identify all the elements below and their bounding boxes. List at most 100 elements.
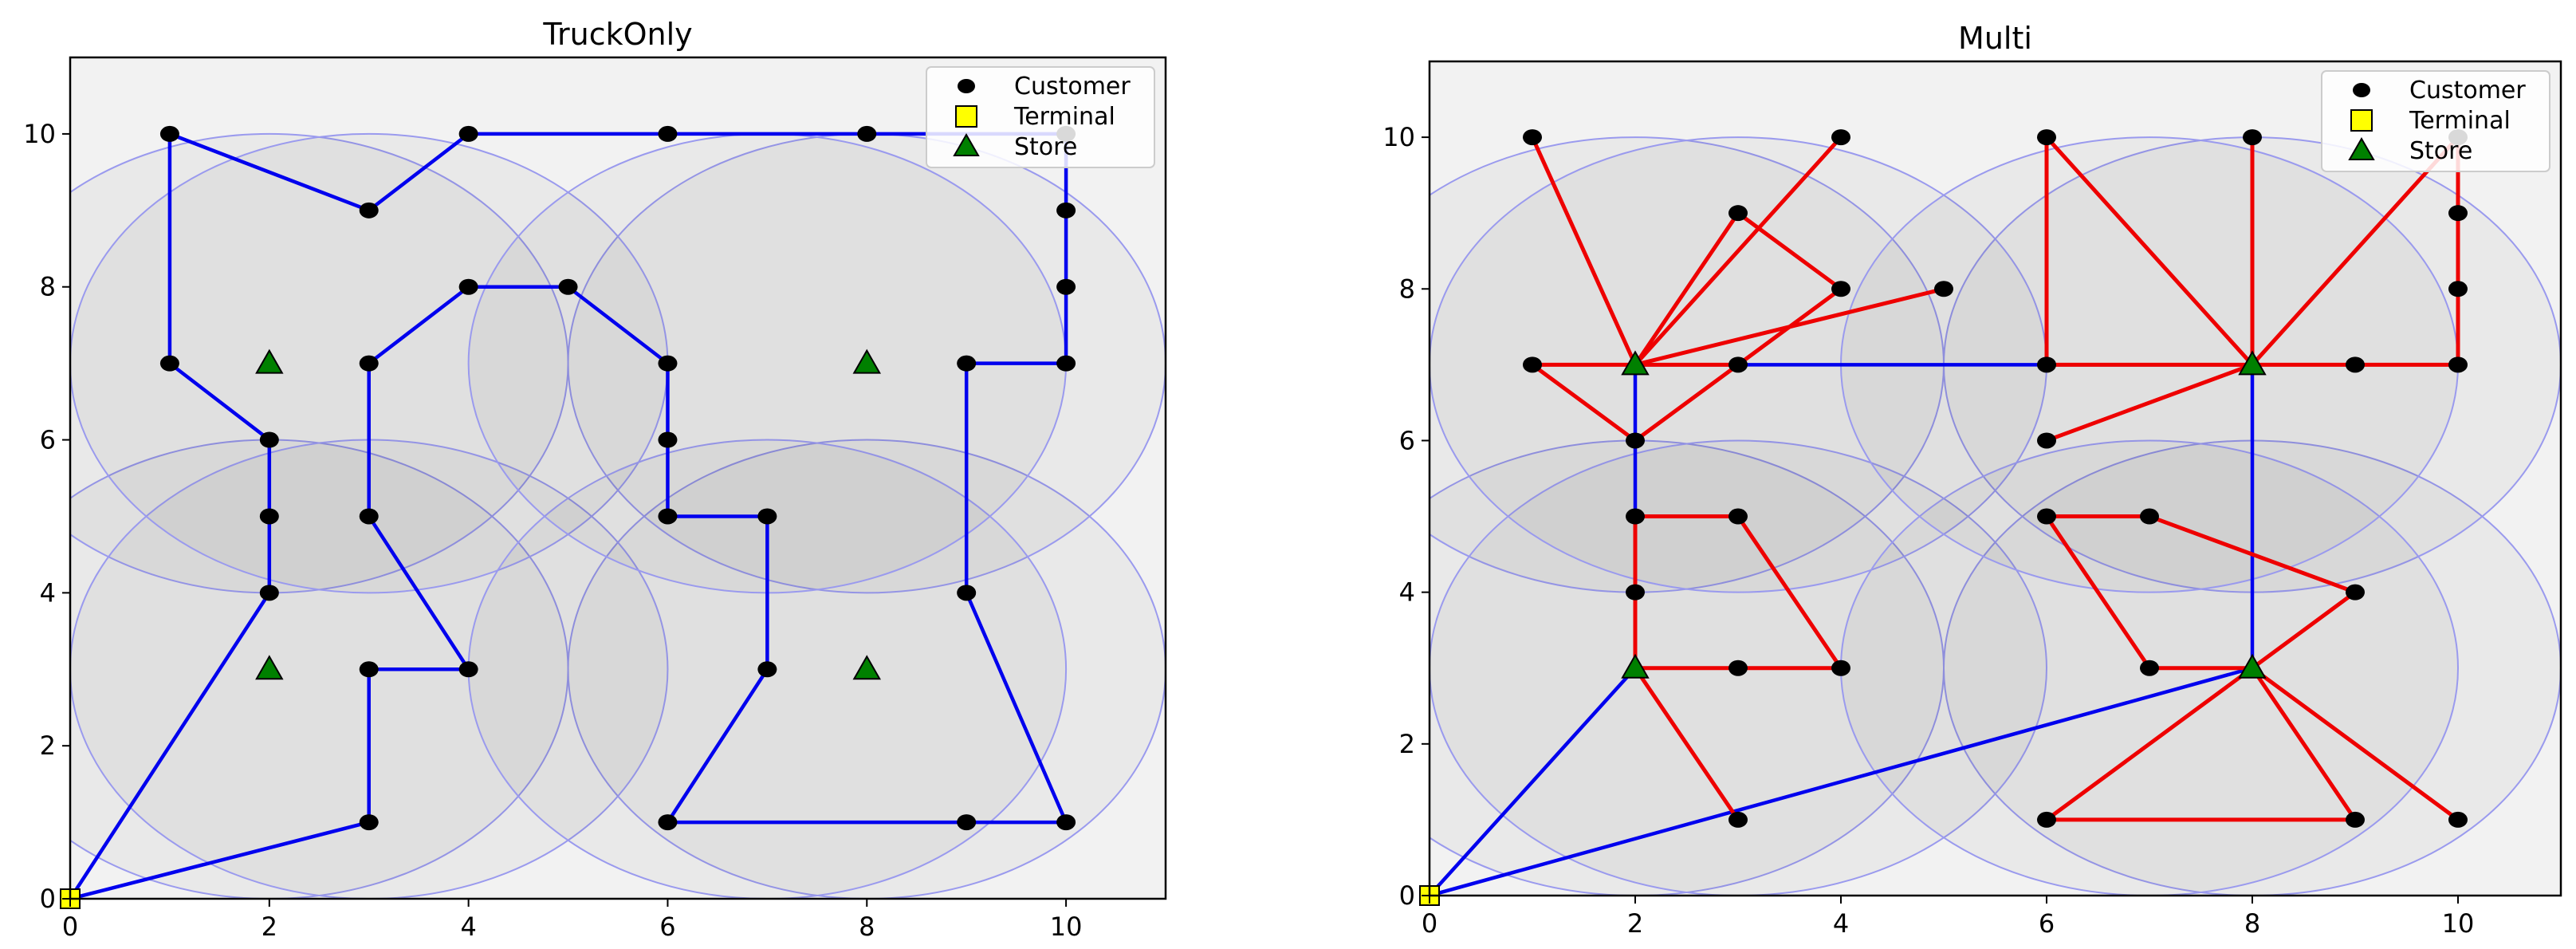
x-tick-label: 4	[1833, 908, 1849, 939]
customer-point	[1728, 356, 1748, 373]
legend-label: Customer	[1014, 73, 1131, 100]
customer-point	[1728, 508, 1748, 525]
axes-background	[70, 57, 1166, 899]
customer-point	[359, 661, 379, 678]
customer-point	[658, 355, 678, 372]
y-tick-label: 2	[40, 730, 56, 761]
y-tick-label: 8	[40, 272, 56, 302]
y-tick-label: 10	[1382, 122, 1415, 152]
customer-point	[2448, 811, 2468, 828]
customer-point	[2243, 129, 2262, 146]
drone-route	[1633, 286, 1946, 367]
customer-point	[1728, 811, 1748, 828]
customer-point	[259, 431, 279, 448]
x-tick-label: 2	[262, 912, 277, 942]
y-tick-label: 6	[1399, 425, 1415, 455]
customer-point	[359, 355, 379, 372]
drone-route	[2250, 666, 2358, 822]
customer-point	[458, 661, 478, 678]
x-tick-label: 0	[62, 912, 78, 942]
store-point	[852, 655, 881, 680]
drone-route	[2044, 514, 2152, 671]
customer-point	[2140, 660, 2159, 676]
drone-route	[2044, 135, 2255, 367]
store-point	[2238, 653, 2267, 679]
customer-point	[1626, 584, 1645, 601]
drone-route	[2147, 514, 2358, 595]
customer-point	[1728, 660, 1748, 676]
customer-point	[2448, 356, 2468, 373]
drone-route	[1633, 666, 1740, 822]
y-tick-label: 4	[40, 577, 56, 608]
customer-legend-marker	[2353, 83, 2370, 97]
y-tick-label: 6	[40, 425, 56, 455]
customer-point	[658, 508, 678, 525]
customer-point	[2037, 432, 2056, 449]
customer-point	[1626, 508, 1645, 525]
legend-label: Terminal	[1013, 103, 1115, 131]
chart-title: Multi	[1958, 21, 2032, 56]
customer-point	[1056, 355, 1076, 372]
customer-point	[957, 814, 977, 831]
legend-label: Store	[2409, 137, 2472, 165]
store-point	[255, 348, 284, 374]
terminal-legend-marker	[955, 105, 977, 128]
customer-point	[1831, 129, 1850, 146]
customer-point	[2037, 811, 2056, 828]
axes-frame	[69, 56, 1167, 900]
y-tick-label: 4	[1399, 577, 1415, 608]
customer-point	[1523, 129, 1542, 146]
x-tick-label: 2	[1627, 908, 1643, 939]
multi-panel: Multi 0 2 4 6 8 10 0 2 4 6 8 10 Customer TerminalStor…	[1382, 21, 2562, 939]
customer-point	[2346, 584, 2365, 601]
coverage-circle	[1430, 439, 2047, 896]
store-legend-marker	[953, 132, 980, 156]
customer-point	[757, 661, 777, 678]
drone-route	[1633, 135, 1843, 367]
customer-point	[2448, 205, 2468, 222]
customer-point	[2037, 508, 2056, 525]
customer-point	[259, 508, 279, 525]
x-tick-label: 10	[1050, 912, 1083, 942]
customer-point	[359, 202, 379, 219]
x-tick-label: 10	[2442, 908, 2475, 939]
axes-frame	[1428, 60, 2562, 897]
legend-label: Customer	[2409, 77, 2526, 104]
drone-route	[2044, 362, 2255, 443]
x-tick-label: 4	[460, 912, 476, 942]
legend-box	[2321, 70, 2550, 172]
y-tick-label: 10	[23, 119, 56, 149]
x-tick-label: 6	[2039, 908, 2055, 939]
store-point	[852, 348, 881, 374]
x-tick-label: 6	[659, 912, 675, 942]
drone-route	[2044, 666, 2255, 822]
truck-route	[1430, 363, 2255, 896]
customer-point	[2346, 811, 2365, 828]
y-tick-label: 8	[1399, 274, 1415, 304]
truckonly-panel: TruckOnly 0 2 4 6 8 10 0 2 4 6 8 10 Customer Terminal…	[23, 17, 1167, 942]
drone-route	[1633, 211, 1740, 367]
store-legend-marker	[2348, 136, 2375, 160]
drone-route	[1530, 362, 1638, 443]
customer-point	[1056, 814, 1076, 831]
customer-point	[1728, 205, 1748, 222]
customer-point	[159, 355, 179, 372]
customer-legend-marker	[958, 79, 975, 93]
customer-point	[359, 814, 379, 831]
customer-point	[658, 431, 678, 448]
truck-route	[70, 132, 1068, 899]
customer-point	[2037, 356, 2056, 373]
customer-point	[1056, 202, 1076, 219]
store-point	[1621, 653, 1650, 679]
customer-point	[458, 125, 478, 142]
store-point	[2238, 350, 2267, 376]
plot-area	[70, 125, 1166, 899]
drone-route	[2250, 666, 2460, 822]
customer-point	[1831, 281, 1850, 297]
drone-route	[2250, 590, 2358, 671]
customer-point	[2346, 356, 2365, 373]
x-tick-label: 8	[2244, 908, 2260, 939]
